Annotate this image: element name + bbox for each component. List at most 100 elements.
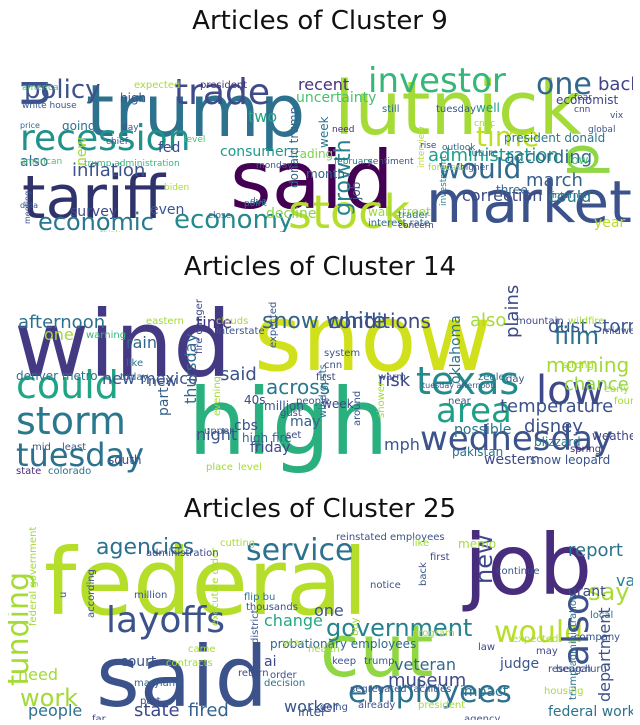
word-service: service <box>246 533 353 568</box>
word-trump-administration: trump administration <box>568 594 579 700</box>
word-also: also <box>470 310 506 331</box>
word-february: february <box>334 157 373 167</box>
word-future: future <box>468 148 498 159</box>
word-fire-danger: fire danger <box>194 298 205 354</box>
word-one: one <box>314 601 344 620</box>
word-program: program <box>412 628 455 639</box>
word-new-mexico: new mexico <box>102 369 198 388</box>
word-va: va <box>616 571 633 590</box>
word-notice: notice <box>370 580 401 591</box>
word-across: across <box>266 375 330 399</box>
word-blizzard: blizzard <box>534 435 581 449</box>
word-lutnick: lutnick <box>334 66 582 152</box>
word-pakistan: pakistan <box>452 445 503 459</box>
word-chance: chance <box>564 374 629 395</box>
word-new: new <box>74 137 90 166</box>
word-need: need <box>18 665 58 684</box>
word-cnn: cnn <box>324 360 342 371</box>
word-may: may <box>290 414 321 430</box>
word-meeting: meeting <box>23 191 32 224</box>
word-department: department <box>595 607 614 702</box>
word-mountain: mountain <box>516 316 564 327</box>
word-even: even <box>150 202 184 218</box>
word-wind-gusts: wind gusts <box>318 364 329 418</box>
word-friday: friday <box>250 440 290 456</box>
word-eastern: eastern <box>146 316 184 327</box>
word-tariff: tariff <box>22 163 167 232</box>
word-possible: possible <box>454 422 511 438</box>
word-order: order <box>270 670 298 681</box>
word-gust: gust <box>280 408 302 419</box>
word-two: two <box>248 107 277 126</box>
word-four: four <box>614 396 633 407</box>
word-going: going <box>320 702 348 713</box>
word-people: people <box>296 396 330 407</box>
word-law: law <box>478 642 495 653</box>
word-donald-trump: donald trump <box>287 107 301 188</box>
word-global: global <box>588 125 615 135</box>
word-level: level <box>238 462 262 473</box>
word-data: data <box>20 201 38 210</box>
word-cnn: cnn <box>574 105 590 115</box>
word-probationary-employees: probationary employees <box>270 637 416 651</box>
word-economic: economic <box>38 208 154 232</box>
word-first: first <box>316 372 336 383</box>
word-cloud-cluster-14: wind snow high could storm tuesday wednesday te… <box>8 284 633 478</box>
word-according: according <box>86 569 97 618</box>
word-government: government <box>326 614 472 642</box>
word-weather: weather <box>592 429 633 443</box>
word-back: back <box>598 74 633 95</box>
word-correction: correction <box>462 186 542 205</box>
word-part: part <box>156 387 172 416</box>
word-work: work <box>20 684 78 712</box>
panel-title-cluster-9: Articles of Cluster 9 <box>192 6 448 36</box>
word-day: day <box>506 374 524 385</box>
word-housing: housing <box>544 686 583 697</box>
word-plains: plains <box>502 285 523 338</box>
word-strong: strong <box>562 360 594 371</box>
word-higher: higher <box>460 163 489 173</box>
word-place: place <box>206 462 233 473</box>
word-mph: mph <box>384 435 420 454</box>
word-midwest: midwest <box>602 326 633 337</box>
word-level: level <box>184 135 205 145</box>
word-monday: monday <box>256 161 293 171</box>
word-system: system <box>324 348 360 359</box>
word-snow: snow <box>254 285 492 392</box>
word-flip-bu: flip bu <box>244 592 275 603</box>
word-trump: trump <box>86 69 305 153</box>
word-expected: expected <box>134 80 180 91</box>
word-close: close <box>208 211 232 221</box>
word-three: three <box>496 183 528 197</box>
word-also: also <box>556 593 597 666</box>
word-high: high <box>188 369 389 476</box>
word-disney: disney <box>524 416 583 437</box>
word-president-donald: president donald <box>504 131 605 145</box>
word-western: western <box>484 452 540 468</box>
word-u: u <box>58 592 69 598</box>
word-mid: mid <box>32 442 51 453</box>
word-risk: risk <box>378 370 411 391</box>
word-executive-order: executive order <box>210 547 221 626</box>
word-fed: fed <box>158 140 180 156</box>
word-dust-storm: dust storm <box>548 316 633 337</box>
word-decision: decision <box>264 678 305 689</box>
word-already: already <box>358 700 395 711</box>
word-intel: intel <box>298 705 324 719</box>
word-oklahoma: oklahoma <box>448 315 464 384</box>
word-court: court <box>120 654 157 670</box>
word-investment: investment <box>439 155 449 206</box>
word-according: according <box>504 147 592 168</box>
word-price: price <box>20 121 40 130</box>
word-economy: economy <box>174 205 293 232</box>
word-zegler: zegler <box>478 372 510 383</box>
word-company: company <box>574 632 620 643</box>
word-recession: recession <box>20 118 190 159</box>
word-segregated-facilities: segregated facilities <box>350 684 451 695</box>
word-president: president <box>200 80 247 91</box>
word-set: set <box>286 430 301 441</box>
word-say: say <box>588 578 629 606</box>
word-evening: evening <box>212 376 223 416</box>
word-federal-worker: federal worker <box>548 704 633 720</box>
